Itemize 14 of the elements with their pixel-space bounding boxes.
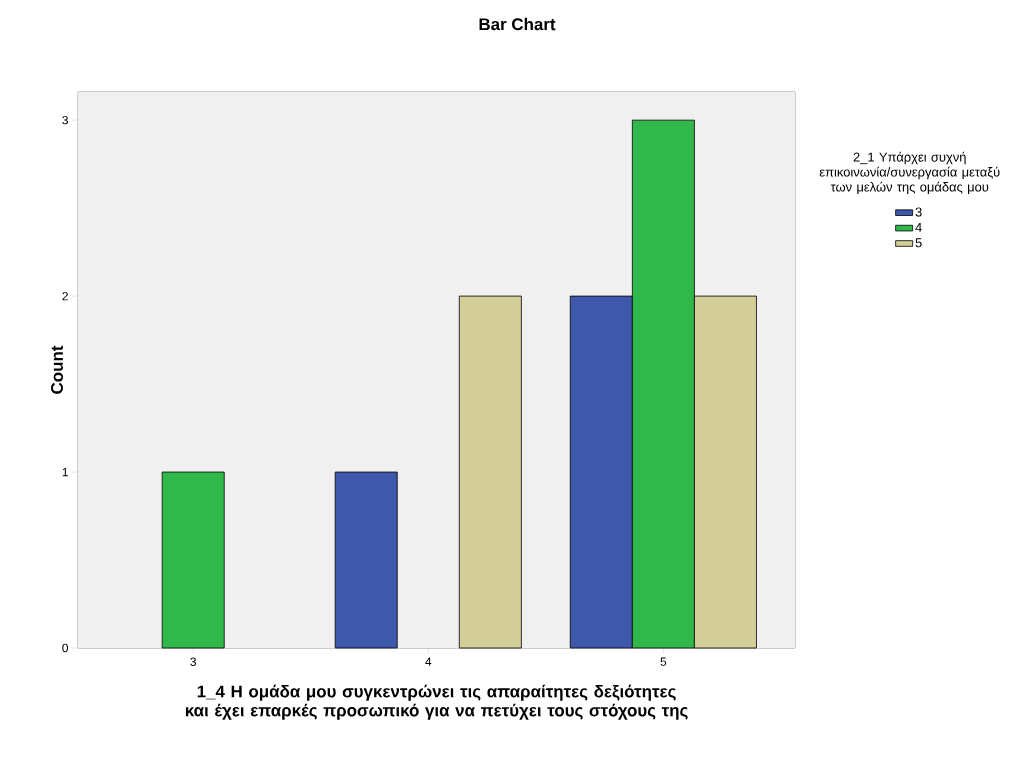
x-tick-label: 3 xyxy=(190,657,196,666)
y-axis-title: Count xyxy=(51,345,63,394)
x-tick-label: 4 xyxy=(425,657,432,666)
y-tick-label: 1 xyxy=(62,467,68,477)
legend-label: 3 xyxy=(915,207,922,217)
y-tick-label: 2 xyxy=(62,291,68,301)
x-axis-title: 1_4 Η ομάδα μου συγκεντρώνει τις απαραίτητες δεξιότητες και έχει επαρκές προσωπικό για να πετύχει τους στόχους της xyxy=(185,684,688,720)
legend-label: 5 xyxy=(915,238,922,248)
legend-label: 4 xyxy=(915,222,922,232)
y-tick-label: 0 xyxy=(62,643,69,653)
x-tick-label: 5 xyxy=(660,657,667,666)
chart-title: Bar Chart xyxy=(479,17,556,31)
legend-title: 2_1 Υπάρχει συχνή επικοινωνία/συνεργασία μεταξύ των μελών της ομάδας μου xyxy=(819,151,1000,195)
y-tick-label: 3 xyxy=(62,115,68,125)
